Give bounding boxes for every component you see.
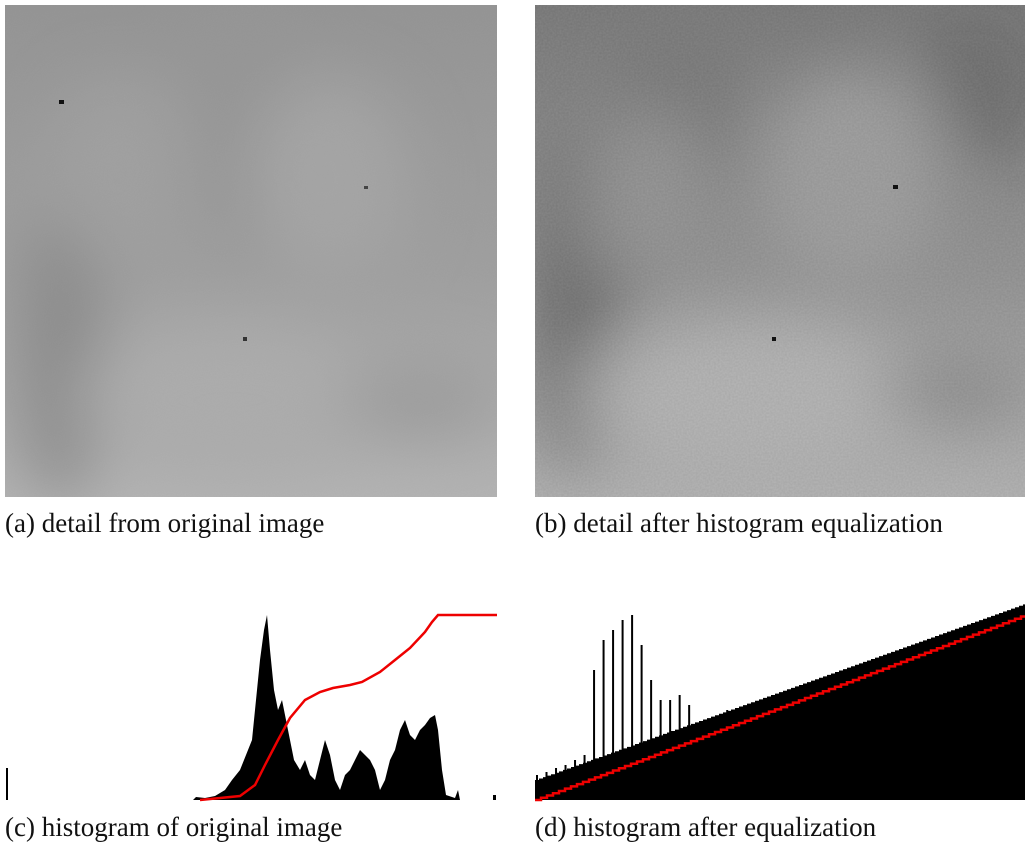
caption: (d) histogram after equalization: [535, 812, 877, 842]
caption: (b) detail after histogram equalization: [535, 508, 943, 538]
image-equalized: [535, 5, 1025, 497]
image-original: [5, 5, 497, 497]
caption: (c) histogram of original image: [5, 812, 342, 842]
histogram-equalized: [535, 604, 1025, 802]
cumulative-curve: [535, 615, 1025, 802]
caption: (a) detail from original image: [5, 508, 324, 538]
histogram-original: [6, 613, 497, 802]
histogram-floor: [535, 604, 1025, 800]
